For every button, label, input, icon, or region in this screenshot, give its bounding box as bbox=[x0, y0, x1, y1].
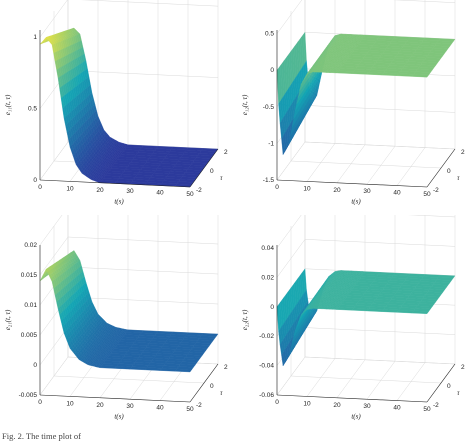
x-tick-label: 30 bbox=[126, 188, 134, 195]
x-tick-label: 0 bbox=[38, 184, 42, 191]
x-tick-label: 0 bbox=[275, 399, 279, 406]
x-tick-label: 20 bbox=[96, 402, 104, 409]
x-axis-label: t(s) bbox=[114, 413, 124, 421]
y-axis-line bbox=[427, 149, 455, 187]
x-tick-label: 0 bbox=[38, 399, 42, 406]
x-tick-label: 40 bbox=[156, 190, 164, 197]
x-tick-label: 10 bbox=[303, 185, 311, 192]
z-tick-label: 0.015 bbox=[21, 272, 38, 279]
z-tick-label: 0.01 bbox=[24, 302, 37, 309]
surface-mesh bbox=[40, 251, 218, 373]
x-tick-label: 50 bbox=[423, 406, 431, 413]
z-tick-label: -0.06 bbox=[259, 392, 274, 399]
z-tick-label: 0.5 bbox=[265, 31, 274, 38]
x-tick-label: 10 bbox=[66, 185, 74, 192]
surface-chart-4: 0 10 20 30 40 50-2 0 2 -0.06 -0.04 -0.02 0 0.02 0.04 t… bbox=[237, 215, 474, 431]
surface-mesh bbox=[40, 28, 218, 187]
z-tick-label: -0.04 bbox=[259, 363, 274, 370]
x-tick-label: 30 bbox=[363, 188, 371, 195]
y-tick-label: 2 bbox=[224, 364, 228, 371]
x-tick-label: 30 bbox=[126, 403, 134, 410]
x-tick-label: 20 bbox=[96, 187, 104, 194]
x-axis-line bbox=[277, 395, 427, 402]
z-tick-label: 1 bbox=[33, 34, 37, 41]
z-tick-label: 0.04 bbox=[261, 245, 274, 252]
y-axis-label: τ bbox=[220, 389, 223, 397]
z-tick-label: 0.005 bbox=[21, 332, 38, 339]
z-tick-label: 0 bbox=[33, 362, 37, 369]
z-tick-label: 0 bbox=[270, 67, 274, 74]
x-axis-label: t(s) bbox=[351, 198, 361, 206]
x-tick-label: 50 bbox=[186, 191, 194, 198]
z-tick-label: 0.02 bbox=[24, 242, 37, 249]
z-tick-label: 0.5 bbox=[28, 106, 37, 113]
y-tick-label: -2 bbox=[196, 402, 202, 409]
z-axis-label: e₂₁(t, τ) bbox=[4, 309, 12, 330]
z-tick-label: -0.005 bbox=[19, 392, 38, 399]
z-tick-label: -0.5 bbox=[263, 104, 275, 111]
y-tick-label: 0 bbox=[210, 383, 214, 390]
y-axis-line bbox=[190, 364, 218, 402]
y-axis-label: τ bbox=[457, 389, 460, 397]
x-axis-line bbox=[40, 395, 190, 402]
y-axis-label: τ bbox=[220, 174, 223, 182]
surface-chart-2: 0 10 20 30 40 50-2 0 2 -1.5 -1 -0.5 0 0.5 t(s) τ e₁₂(t,… bbox=[237, 0, 474, 215]
surface-mesh bbox=[277, 32, 455, 155]
z-axis-label: e₁₂(t, τ) bbox=[241, 94, 249, 115]
y-tick-label: -2 bbox=[433, 402, 439, 409]
x-tick-label: 50 bbox=[423, 191, 431, 198]
z-tick-label: 0.02 bbox=[261, 274, 274, 281]
y-tick-label: 2 bbox=[461, 149, 465, 156]
x-tick-label: 10 bbox=[303, 400, 311, 407]
y-tick-label: 0 bbox=[447, 383, 451, 390]
x-axis-label: t(s) bbox=[114, 198, 124, 206]
y-tick-label: -2 bbox=[433, 187, 439, 194]
y-tick-label: 2 bbox=[461, 364, 465, 371]
x-tick-label: 50 bbox=[186, 406, 194, 413]
z-axis-label: e₂₂(t, τ) bbox=[241, 309, 249, 330]
x-tick-label: 20 bbox=[333, 402, 341, 409]
y-tick-label: 0 bbox=[447, 168, 451, 175]
x-tick-label: 0 bbox=[275, 184, 279, 191]
y-axis-label: τ bbox=[457, 174, 460, 182]
x-axis-line bbox=[277, 180, 427, 187]
z-tick-label: 0 bbox=[33, 177, 37, 184]
z-tick-label: -1.5 bbox=[263, 177, 275, 184]
y-tick-label: 0 bbox=[210, 168, 214, 175]
x-tick-label: 40 bbox=[393, 190, 401, 197]
figure-caption: Fig. 2. The time plot of bbox=[2, 431, 474, 441]
x-tick-label: 10 bbox=[66, 400, 74, 407]
surface-chart-3: 0 10 20 30 40 50-202-0.00500.0050.010.0150.02… bbox=[0, 215, 237, 431]
x-tick-label: 30 bbox=[363, 403, 371, 410]
x-axis-label: t(s) bbox=[351, 413, 361, 421]
z-axis-label: e₁₁(t, τ) bbox=[4, 94, 12, 115]
z-tick-label: -1 bbox=[268, 140, 274, 147]
y-tick-label: -2 bbox=[196, 187, 202, 194]
x-tick-label: 40 bbox=[393, 405, 401, 412]
z-tick-label: 0 bbox=[270, 304, 274, 311]
surface-mesh bbox=[277, 269, 455, 366]
x-tick-label: 40 bbox=[156, 405, 164, 412]
z-tick-label: -0.02 bbox=[259, 333, 274, 340]
y-tick-label: 2 bbox=[224, 149, 228, 156]
x-tick-label: 20 bbox=[333, 187, 341, 194]
y-axis-line bbox=[427, 364, 455, 402]
